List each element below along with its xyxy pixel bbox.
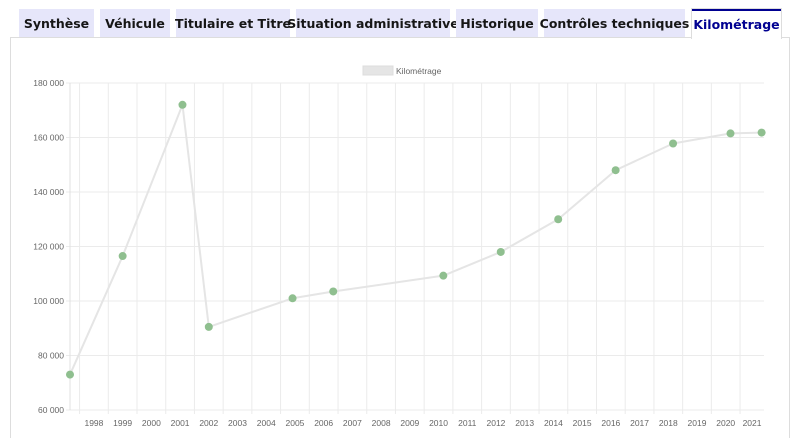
x-tick-label: 2015 (573, 418, 592, 428)
x-tick-label: 2002 (199, 418, 218, 428)
x-tick-label: 2020 (716, 418, 735, 428)
x-tick-label: 2006 (314, 418, 333, 428)
x-tick-label: 2018 (659, 418, 678, 428)
y-tick-label: 80 000 (38, 351, 64, 361)
tab-situation-administrative[interactable]: Situation administrative (287, 9, 459, 37)
series-kilometrage (66, 100, 766, 379)
chart-legend: Kilométrage (362, 65, 442, 76)
y-tick-label: 60 000 (38, 405, 64, 415)
chart-grid (66, 82, 764, 414)
y-tick-label: 140 000 (33, 187, 64, 197)
tab-bar: Synthèse Véhicule Titulaire et Titre Sit… (0, 0, 800, 39)
legend-label: Kilométrage (396, 66, 442, 76)
x-tick-label: 2016 (601, 418, 620, 428)
tab-titulaire-et-titre[interactable]: Titulaire et Titre (175, 9, 291, 37)
x-tick-label: 2010 (429, 418, 448, 428)
data-point[interactable] (288, 294, 297, 303)
x-tick-label: 2019 (688, 418, 707, 428)
x-tick-label: 2001 (171, 418, 190, 428)
tab-vehicule[interactable]: Véhicule (100, 9, 170, 37)
x-tick-label: 2008 (372, 418, 391, 428)
data-point[interactable] (329, 287, 338, 296)
x-tick-label: 2011 (458, 418, 477, 428)
tab-synthese[interactable]: Synthèse (19, 9, 94, 37)
x-tick-label: 2009 (400, 418, 419, 428)
x-axis-labels: 1998 1999 2000 2001 2002 2003 2004 2005 2006 2007… (84, 418, 761, 428)
tab-historique[interactable]: Historique (456, 9, 538, 37)
data-point[interactable] (178, 100, 187, 109)
x-tick-label: 1998 (84, 418, 103, 428)
tab-panel (10, 37, 790, 438)
x-tick-label: 2007 (343, 418, 362, 428)
x-tick-label: 1999 (113, 418, 132, 428)
data-point[interactable] (118, 252, 127, 261)
x-tick-label: 2021 (743, 418, 762, 428)
data-point[interactable] (611, 166, 620, 175)
y-axis-labels: 60 000 80 000 100 000 120 000 140 000 160 000… (33, 78, 64, 415)
tab-kilometrage[interactable]: Kilométrage (691, 8, 782, 39)
data-point[interactable] (757, 128, 766, 137)
y-tick-label: 160 000 (33, 133, 64, 143)
data-point[interactable] (726, 129, 735, 138)
legend-swatch (362, 65, 394, 76)
data-point[interactable] (554, 215, 563, 224)
x-tick-label: 2005 (285, 418, 304, 428)
x-tick-label: 2012 (487, 418, 506, 428)
data-point[interactable] (66, 370, 74, 379)
tab-controles-techniques[interactable]: Contrôles techniques (540, 9, 689, 37)
data-point[interactable] (204, 322, 213, 331)
x-tick-label: 2013 (515, 418, 534, 428)
y-tick-label: 180 000 (33, 78, 64, 88)
x-tick-label: 2017 (630, 418, 649, 428)
x-tick-label: 2014 (544, 418, 563, 428)
data-point[interactable] (669, 139, 678, 148)
x-tick-label: 2000 (142, 418, 161, 428)
data-point[interactable] (439, 271, 448, 280)
series-line (69, 103, 762, 375)
y-tick-label: 120 000 (33, 242, 64, 252)
data-point[interactable] (496, 247, 505, 256)
y-tick-label: 100 000 (33, 296, 64, 306)
x-tick-label: 2004 (257, 418, 276, 428)
x-tick-label: 2003 (228, 418, 247, 428)
